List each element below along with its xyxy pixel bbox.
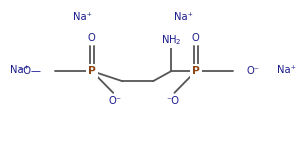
Text: O: O xyxy=(88,33,96,43)
Text: P: P xyxy=(88,66,96,76)
Text: ⁻O—: ⁻O— xyxy=(18,66,41,76)
Text: O⁻: O⁻ xyxy=(108,96,121,106)
Text: ⁻O: ⁻O xyxy=(166,96,179,106)
Text: Na⁺: Na⁺ xyxy=(73,12,92,22)
Text: NH$_2$: NH$_2$ xyxy=(161,33,181,47)
Text: P: P xyxy=(192,66,200,76)
Text: Na⁺: Na⁺ xyxy=(277,65,296,75)
Text: O: O xyxy=(192,33,200,43)
Text: Na⁺: Na⁺ xyxy=(10,65,29,75)
Text: Na⁺: Na⁺ xyxy=(174,12,193,22)
Text: O⁻: O⁻ xyxy=(246,66,259,76)
